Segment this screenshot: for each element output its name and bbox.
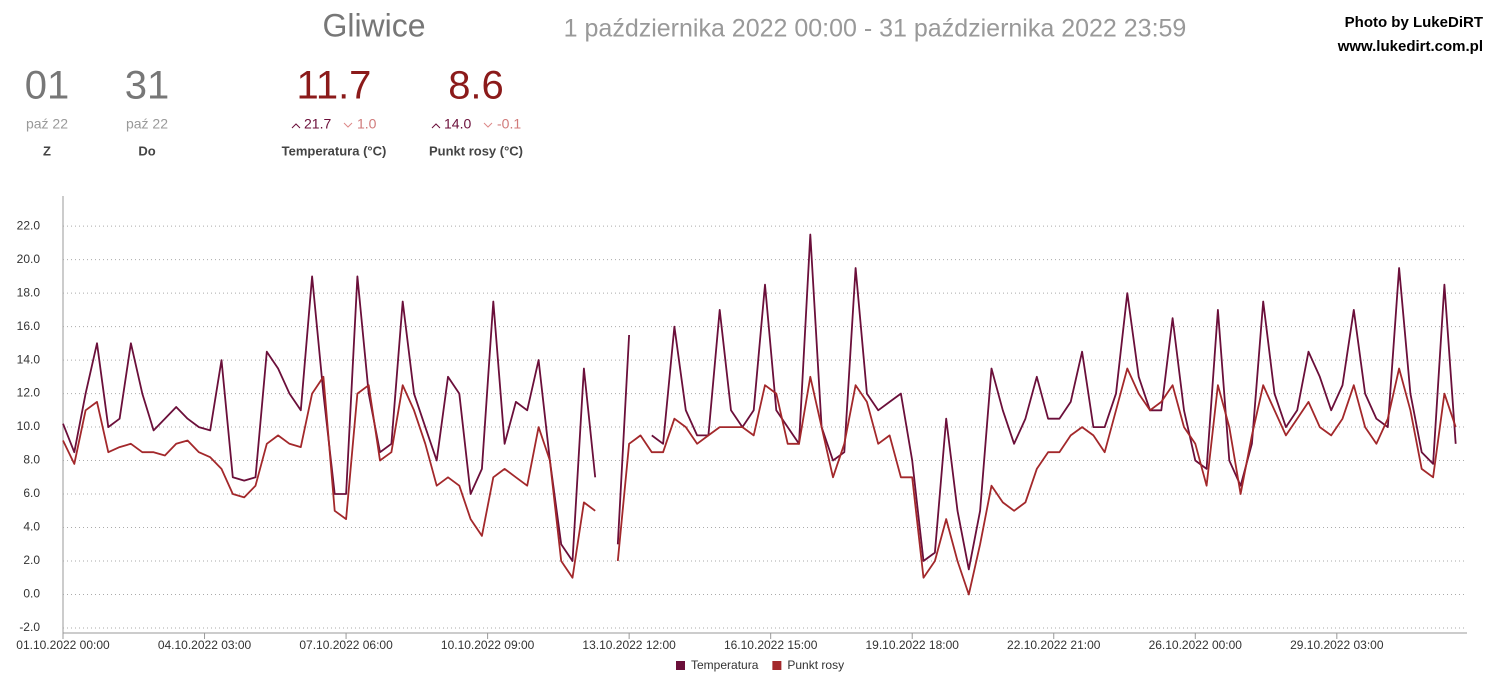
y-tick-label: -2.0 [19,620,40,634]
legend-label: Temperatura [691,658,759,672]
up-icon [431,123,441,129]
stat-label: Do [138,143,155,158]
series-line [62,367,1457,596]
date-range: 1 października 2022 00:00 - 31 październ… [564,15,1187,43]
x-tick-label: 22.10.2022 21:00 [1007,638,1101,652]
credit: Photo by LukeDiRT [1345,14,1483,31]
legend-swatch [676,661,685,670]
stat-sub: paź 22 [26,116,68,132]
stat-value: 01 [25,64,70,108]
stat-label: Z [43,143,51,158]
down-icon [483,122,493,128]
up-icon [291,123,301,129]
city: Gliwice [322,7,425,43]
y-tick-label: 6.0 [23,486,40,500]
y-tick-label: 12.0 [17,386,41,400]
legend-swatch [772,661,782,670]
x-tick-label: 10.10.2022 09:00 [441,638,535,652]
x-tick-label: 19.10.2022 18:00 [866,638,960,652]
y-tick-label: 4.0 [23,520,40,534]
y-tick-label: 10.0 [17,419,41,433]
stat-value: 11.7 [297,64,372,108]
y-tick-label: 2.0 [23,553,40,567]
x-tick-label: 01.10.2022 00:00 [16,638,110,652]
y-tick-label: 14.0 [17,352,41,366]
x-tick-label: 26.10.2022 00:00 [1149,638,1243,652]
x-tick-label: 13.10.2022 12:00 [582,638,676,652]
y-tick-label: 8.0 [23,453,40,467]
stat-value: 31 [125,64,170,108]
stat-sub: paź 22 [126,116,168,132]
y-tick-label: 0.0 [23,587,40,601]
stat-max: 21.7 [304,116,331,132]
stat-value: 8.6 [448,64,504,108]
x-tick-label: 04.10.2022 03:00 [158,638,252,652]
credit-url: www.lukedirt.com.pl [1337,38,1483,55]
series-line [62,233,1457,571]
stat-min: -0.1 [497,116,521,132]
x-tick-label: 07.10.2022 06:00 [299,638,393,652]
x-tick-label: 29.10.2022 03:00 [1290,638,1384,652]
legend-label: Punkt rosy [787,658,844,672]
x-tick-label: 16.10.2022 15:00 [724,638,818,652]
stat-label: Punkt rosy (°C) [429,143,523,158]
down-icon [343,122,353,128]
y-tick-label: 18.0 [17,285,41,299]
y-tick-label: 16.0 [17,319,41,333]
stat-min: 1.0 [357,116,377,132]
stat-max: 14.0 [444,116,471,132]
y-tick-label: 20.0 [17,252,41,266]
stat-label: Temperatura (°C) [282,143,387,158]
y-tick-label: 22.0 [17,218,41,232]
